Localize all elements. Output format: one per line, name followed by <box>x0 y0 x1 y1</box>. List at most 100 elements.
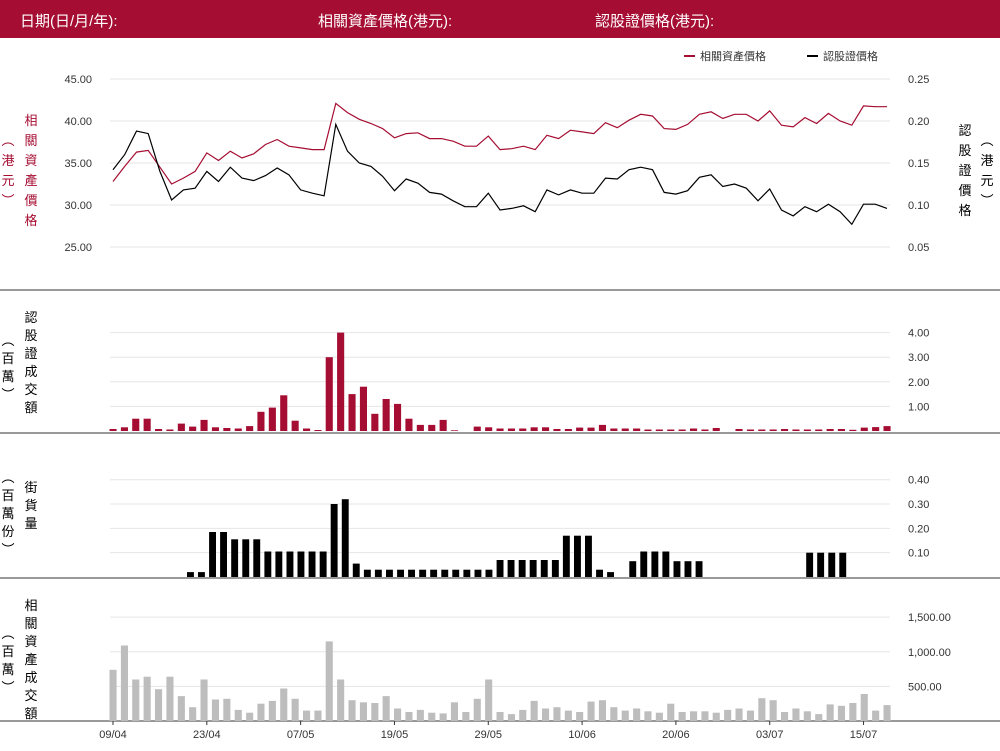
warrant-turnover-bar <box>553 429 561 431</box>
outstanding-quantity-axis-label-char: 街 <box>24 480 37 495</box>
outstanding-quantity-bar <box>452 569 460 577</box>
outstanding-quantity-bar <box>496 560 504 577</box>
asset-turnover-axis-unit-char: ︶ <box>1 680 14 695</box>
asset-turnover-bar <box>621 710 629 721</box>
outstanding-quantity-bar <box>286 551 294 577</box>
warrant-turnover-bar <box>849 429 857 431</box>
asset-turnover-bar <box>667 703 675 721</box>
asset-turnover-bar <box>644 711 652 721</box>
asset-turnover-bar <box>746 710 754 721</box>
asset-turnover-bar <box>690 711 698 721</box>
x-tick-label: 07/05 <box>287 729 315 741</box>
asset-turnover-tick: 1,500.00 <box>908 612 951 624</box>
warrant-turnover-bar <box>166 429 174 431</box>
warrant-turnover-bar <box>872 427 880 431</box>
left-axis-label-char: 價 <box>24 193 37 208</box>
outstanding-quantity-bar <box>806 552 814 577</box>
asset-turnover-bar <box>462 712 470 721</box>
asset-turnover-bar <box>359 702 367 721</box>
asset-turnover-bar <box>553 707 561 721</box>
legend-underlying-label: 相關資產價格 <box>700 49 766 63</box>
asset-turnover-axis-unit: ︵ 百萬 ︶ <box>1 626 14 695</box>
asset-turnover-axis-label-char: 資 <box>24 634 37 649</box>
asset-turnover-bar <box>325 641 333 721</box>
warrant-price-label: 認股證價格(港元): <box>595 13 715 30</box>
asset-turnover-bar <box>189 707 197 721</box>
asset-turnover-bar <box>849 703 857 721</box>
right-axis-label-char: 格 <box>958 203 971 218</box>
asset-turnover-bar <box>416 709 424 721</box>
asset-turnover-bar <box>792 708 800 721</box>
outstanding-quantity-bar <box>187 572 194 577</box>
asset-turnover-bar <box>428 712 436 721</box>
outstanding-quantity-bar <box>662 551 670 577</box>
right-axis-tick: 0.25 <box>908 74 929 86</box>
warrant-turnover-bar <box>690 428 698 431</box>
warrant-turnover-bar <box>678 429 686 431</box>
asset-turnover-bar <box>655 712 663 721</box>
warrant-turnover-axis-unit-char: 百 <box>1 351 14 366</box>
outstanding-quantity-bar <box>231 539 239 577</box>
asset-turnover-bar <box>826 704 834 721</box>
date-label: 日期(日/月/年): <box>20 13 118 30</box>
asset-turnover-bar <box>883 705 891 721</box>
outstanding-quantity-bar <box>828 552 836 577</box>
left-axis-label-char: 資 <box>24 153 37 168</box>
outstanding-quantity-bar <box>695 561 703 577</box>
outstanding-quantity-bar <box>319 551 327 577</box>
outstanding-quantity-bar <box>430 569 438 577</box>
outstanding-quantity-bar <box>474 569 482 577</box>
warrant-turnover-bar <box>860 427 868 431</box>
asset-turnover-bar <box>485 679 493 721</box>
right-axis-label-char: 價 <box>958 183 971 198</box>
warrant-turnover-bar <box>564 429 572 431</box>
outstanding-quantity-bar <box>540 560 548 577</box>
outstanding-quantity-bar <box>463 569 471 577</box>
outstanding-quantity-axis-unit: ︵ 百萬份 ︶ <box>1 470 14 557</box>
x-tick-label: 19/05 <box>381 729 409 741</box>
warrant-turnover-axis-unit: ︵ 百萬 ︶ <box>1 333 14 402</box>
left-axis-unit-char: 港 <box>1 153 14 168</box>
outstanding-quantity-axis-unit-char: ︶ <box>1 542 14 557</box>
underlying-price-line <box>112 102 887 185</box>
asset-turnover-bar <box>450 702 458 721</box>
asset-turnover-bar <box>405 712 413 721</box>
outstanding-quantity-bar <box>651 551 659 577</box>
right-axis-unit: ︵ 港元 ︶ <box>980 133 993 208</box>
asset-turnover-bar <box>280 688 288 721</box>
asset-turnover-bar <box>815 714 823 721</box>
warrant-turnover-bar <box>655 429 663 431</box>
warrant-turnover-bar <box>781 429 789 431</box>
asset-turnover-bar <box>724 709 732 721</box>
outstanding-quantity-axis-label-char: 貨 <box>24 498 37 513</box>
warrant-turnover-bar <box>120 427 128 431</box>
warrant-turnover-bar <box>837 429 845 431</box>
left-axis-tick: 40.00 <box>64 116 92 128</box>
outstanding-quantity-bar <box>308 551 316 577</box>
warrant-turnover-bar <box>211 427 219 431</box>
price-panel: 25.00 30.00 35.00 40.00 45.00 0.05 0.10 0.15 0.2… <box>64 74 929 254</box>
asset-turnover-bar <box>769 700 777 721</box>
left-axis-tick: 45.00 <box>64 74 92 86</box>
right-axis-label: 認股證價格 <box>958 123 971 218</box>
outstanding-quantity-axis-label: 街貨量 <box>24 480 37 531</box>
asset-turnover-bar <box>337 679 345 721</box>
outstanding-quantity-bar <box>419 569 427 577</box>
asset-turnover-bar <box>394 708 402 721</box>
x-tick-label: 03/07 <box>756 729 784 741</box>
outstanding-quantity-bar <box>485 569 493 577</box>
outstanding-quantity-bar <box>330 504 338 577</box>
left-axis-unit-char: ︶ <box>1 193 14 208</box>
outstanding-quantity-bar <box>386 569 393 577</box>
left-axis-unit: ︵ 港元 ︶ <box>1 133 14 208</box>
asset-turnover-bar <box>177 696 185 721</box>
asset-turnover-bar <box>303 710 311 721</box>
warrant-turnover-bar <box>701 429 709 431</box>
outstanding-quantity-bar <box>585 535 592 577</box>
asset-turnover-bar <box>781 712 789 721</box>
asset-turnover-panel: 500.00 1,000.00 1,500.00 <box>109 612 951 721</box>
warrant-turnover-bar <box>314 430 322 431</box>
warrant-turnover-bar <box>223 428 231 431</box>
